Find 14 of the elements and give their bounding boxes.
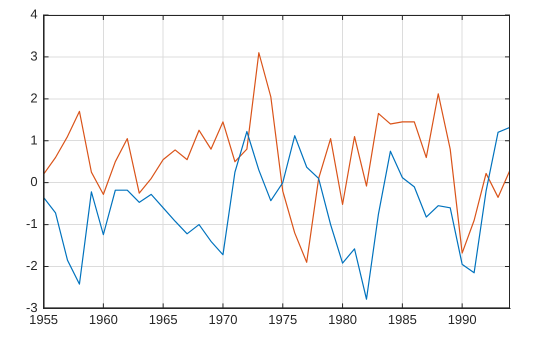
y-tick-label: 3 [30,48,38,64]
y-tick-label: 0 [30,174,38,190]
y-tick-label: 1 [30,132,38,148]
y-tick-label: 4 [30,6,38,22]
y-tick-label: -2 [26,258,38,274]
y-tick-label: 2 [30,90,38,106]
x-tick-label: 1970 [208,312,238,327]
x-tick-label: 1960 [88,312,118,327]
y-tick-label: -1 [26,216,38,232]
x-tick-label: 1980 [328,312,358,327]
x-tick-label: 1965 [148,312,178,327]
x-tick-label: 1990 [448,312,477,327]
x-tick-label: 1975 [268,312,298,327]
x-tick-label: 1985 [388,312,417,327]
